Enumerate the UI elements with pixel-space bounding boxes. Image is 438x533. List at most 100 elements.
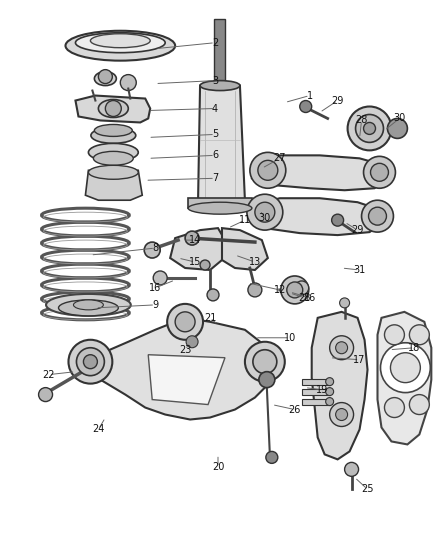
- Ellipse shape: [90, 34, 150, 47]
- Ellipse shape: [74, 300, 103, 310]
- Text: 26: 26: [289, 405, 301, 415]
- Text: 11: 11: [239, 215, 251, 225]
- Text: 31: 31: [353, 265, 366, 275]
- Circle shape: [200, 260, 210, 270]
- Circle shape: [175, 312, 195, 332]
- Text: 24: 24: [92, 424, 105, 434]
- Ellipse shape: [200, 80, 240, 91]
- Circle shape: [185, 231, 199, 245]
- Circle shape: [348, 107, 392, 150]
- Circle shape: [326, 387, 334, 395]
- Circle shape: [167, 304, 203, 340]
- Circle shape: [385, 325, 404, 345]
- Ellipse shape: [66, 31, 175, 61]
- Circle shape: [388, 118, 407, 139]
- Text: 5: 5: [212, 130, 218, 140]
- Polygon shape: [252, 155, 388, 190]
- Polygon shape: [75, 95, 150, 123]
- Text: 15: 15: [189, 257, 201, 267]
- Text: 20: 20: [212, 462, 224, 472]
- Text: 30: 30: [393, 114, 406, 124]
- Text: 25: 25: [361, 484, 374, 494]
- Circle shape: [330, 402, 353, 426]
- Circle shape: [381, 343, 430, 393]
- Text: 10: 10: [284, 333, 296, 343]
- Text: 8: 8: [152, 243, 158, 253]
- Circle shape: [385, 398, 404, 417]
- Ellipse shape: [88, 143, 138, 161]
- Circle shape: [390, 353, 420, 383]
- Ellipse shape: [99, 100, 128, 117]
- Text: 16: 16: [149, 283, 161, 293]
- Polygon shape: [302, 399, 330, 405]
- Polygon shape: [378, 312, 431, 445]
- Circle shape: [326, 398, 334, 406]
- Circle shape: [106, 101, 121, 117]
- Circle shape: [326, 378, 334, 385]
- Text: 7: 7: [212, 173, 218, 183]
- Text: 18: 18: [408, 343, 420, 353]
- Circle shape: [186, 336, 198, 348]
- Circle shape: [330, 336, 353, 360]
- Circle shape: [332, 214, 343, 226]
- Text: 28: 28: [355, 116, 368, 125]
- Circle shape: [287, 282, 303, 298]
- Circle shape: [345, 462, 359, 477]
- Circle shape: [153, 271, 167, 285]
- Text: 23: 23: [179, 345, 191, 355]
- Circle shape: [266, 451, 278, 463]
- Circle shape: [339, 298, 350, 308]
- Text: 14: 14: [189, 235, 201, 245]
- Text: 22: 22: [42, 370, 55, 379]
- Circle shape: [356, 115, 384, 142]
- Circle shape: [77, 348, 104, 376]
- Circle shape: [248, 283, 262, 297]
- Ellipse shape: [91, 127, 136, 143]
- Circle shape: [83, 355, 97, 369]
- Circle shape: [120, 75, 136, 91]
- Text: 9: 9: [152, 300, 158, 310]
- Circle shape: [361, 200, 393, 232]
- Circle shape: [253, 350, 277, 374]
- Circle shape: [247, 194, 283, 230]
- Circle shape: [144, 242, 160, 258]
- Text: 13: 13: [249, 257, 261, 267]
- Polygon shape: [188, 198, 252, 208]
- Text: 4: 4: [212, 103, 218, 114]
- Circle shape: [281, 276, 309, 304]
- Polygon shape: [250, 198, 385, 235]
- Text: 30: 30: [259, 213, 271, 223]
- Circle shape: [250, 152, 286, 188]
- Circle shape: [258, 160, 278, 180]
- Polygon shape: [85, 171, 142, 200]
- Circle shape: [207, 289, 219, 301]
- Ellipse shape: [46, 294, 131, 316]
- Text: 3: 3: [212, 76, 218, 86]
- Circle shape: [259, 372, 275, 387]
- Circle shape: [368, 207, 386, 225]
- Circle shape: [336, 409, 348, 421]
- Circle shape: [255, 202, 275, 222]
- Text: 1: 1: [307, 91, 313, 101]
- Circle shape: [39, 387, 53, 401]
- Polygon shape: [312, 312, 367, 459]
- Polygon shape: [170, 228, 225, 270]
- Circle shape: [364, 156, 396, 188]
- Text: 17: 17: [353, 354, 366, 365]
- Circle shape: [336, 342, 348, 354]
- Ellipse shape: [188, 202, 252, 214]
- Polygon shape: [214, 19, 225, 86]
- Ellipse shape: [95, 71, 117, 86]
- Circle shape: [295, 281, 309, 295]
- Circle shape: [410, 394, 429, 415]
- Text: 16: 16: [304, 293, 316, 303]
- Ellipse shape: [59, 300, 118, 316]
- Text: 12: 12: [274, 285, 286, 295]
- Text: 6: 6: [212, 150, 218, 160]
- Text: 28: 28: [299, 293, 311, 303]
- Polygon shape: [222, 228, 268, 270]
- Circle shape: [364, 123, 375, 134]
- Text: 29: 29: [351, 225, 364, 235]
- Ellipse shape: [88, 165, 138, 179]
- Circle shape: [245, 342, 285, 382]
